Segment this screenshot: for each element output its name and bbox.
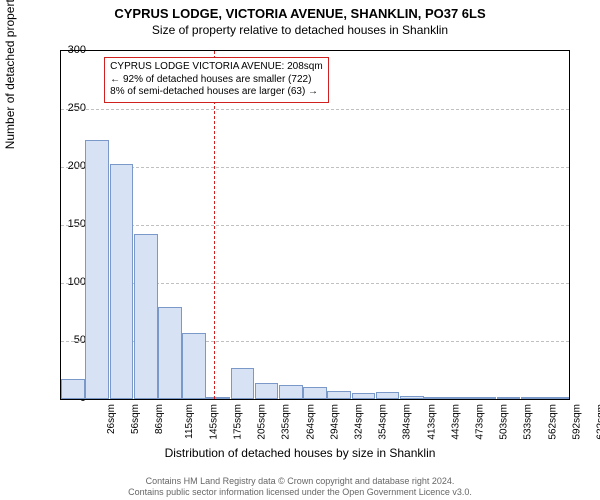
- x-tick-label: 443sqm: [450, 404, 461, 440]
- x-tick-label: 205sqm: [257, 404, 268, 440]
- footer-line-1: Contains HM Land Registry data © Crown c…: [0, 476, 600, 487]
- bar: [85, 140, 109, 399]
- bar: [182, 333, 206, 399]
- x-tick-label: 562sqm: [547, 404, 558, 440]
- x-tick-label: 324sqm: [354, 404, 365, 440]
- bar: [231, 368, 255, 399]
- x-tick-label: 294sqm: [329, 404, 340, 440]
- x-tick-label: 473sqm: [475, 404, 486, 440]
- x-tick-label: 264sqm: [305, 404, 316, 440]
- x-tick-label: 115sqm: [184, 404, 195, 439]
- info-box-line: CYPRUS LODGE VICTORIA AVENUE: 208sqm: [110, 61, 322, 74]
- x-tick-label: 26sqm: [106, 404, 117, 434]
- x-tick-label: 533sqm: [523, 404, 534, 440]
- bar: [110, 164, 134, 399]
- bar: [303, 387, 327, 399]
- bar: [545, 397, 569, 399]
- bar: [424, 397, 448, 399]
- x-tick-label: 86sqm: [154, 404, 165, 434]
- bar: [61, 379, 85, 399]
- bar: [352, 393, 376, 399]
- bar: [134, 234, 158, 399]
- bar: [400, 396, 424, 399]
- bar: [497, 397, 521, 399]
- bar: [255, 383, 279, 399]
- x-tick-label: 592sqm: [571, 404, 582, 440]
- x-tick-label: 384sqm: [402, 404, 413, 440]
- y-axis-label: Number of detached properties: [3, 0, 17, 149]
- title-main: CYPRUS LODGE, VICTORIA AVENUE, SHANKLIN,…: [0, 0, 600, 21]
- chart-container: CYPRUS LODGE, VICTORIA AVENUE, SHANKLIN,…: [0, 0, 600, 500]
- x-tick-label: 622sqm: [595, 404, 600, 440]
- x-tick-label: 413sqm: [426, 404, 437, 440]
- x-tick-label: 503sqm: [499, 404, 510, 440]
- bar: [158, 307, 182, 399]
- grid-line: [61, 225, 569, 226]
- plot-area: CYPRUS LODGE VICTORIA AVENUE: 208sqm← 92…: [61, 51, 569, 399]
- bar: [376, 392, 400, 399]
- bar: [206, 397, 230, 399]
- chart-area: CYPRUS LODGE VICTORIA AVENUE: 208sqm← 92…: [60, 50, 570, 400]
- title-sub: Size of property relative to detached ho…: [0, 21, 600, 37]
- x-tick-label: 235sqm: [281, 404, 292, 440]
- footer: Contains HM Land Registry data © Crown c…: [0, 476, 600, 498]
- x-tick-label: 56sqm: [130, 404, 141, 434]
- x-tick-label: 354sqm: [378, 404, 389, 440]
- grid-line: [61, 167, 569, 168]
- reference-line: [214, 51, 215, 399]
- bar: [521, 397, 545, 399]
- bar: [472, 397, 496, 399]
- footer-line-2: Contains public sector information licen…: [0, 487, 600, 498]
- bar: [448, 397, 472, 399]
- x-axis-label: Distribution of detached houses by size …: [0, 446, 600, 460]
- x-tick-label: 175sqm: [233, 404, 244, 440]
- bar: [327, 391, 351, 399]
- info-box: CYPRUS LODGE VICTORIA AVENUE: 208sqm← 92…: [104, 57, 328, 103]
- x-tick-label: 145sqm: [208, 404, 219, 440]
- bar: [279, 385, 303, 399]
- grid-line: [61, 109, 569, 110]
- info-box-line: 8% of semi-detached houses are larger (6…: [110, 86, 322, 99]
- info-box-line: ← 92% of detached houses are smaller (72…: [110, 74, 322, 87]
